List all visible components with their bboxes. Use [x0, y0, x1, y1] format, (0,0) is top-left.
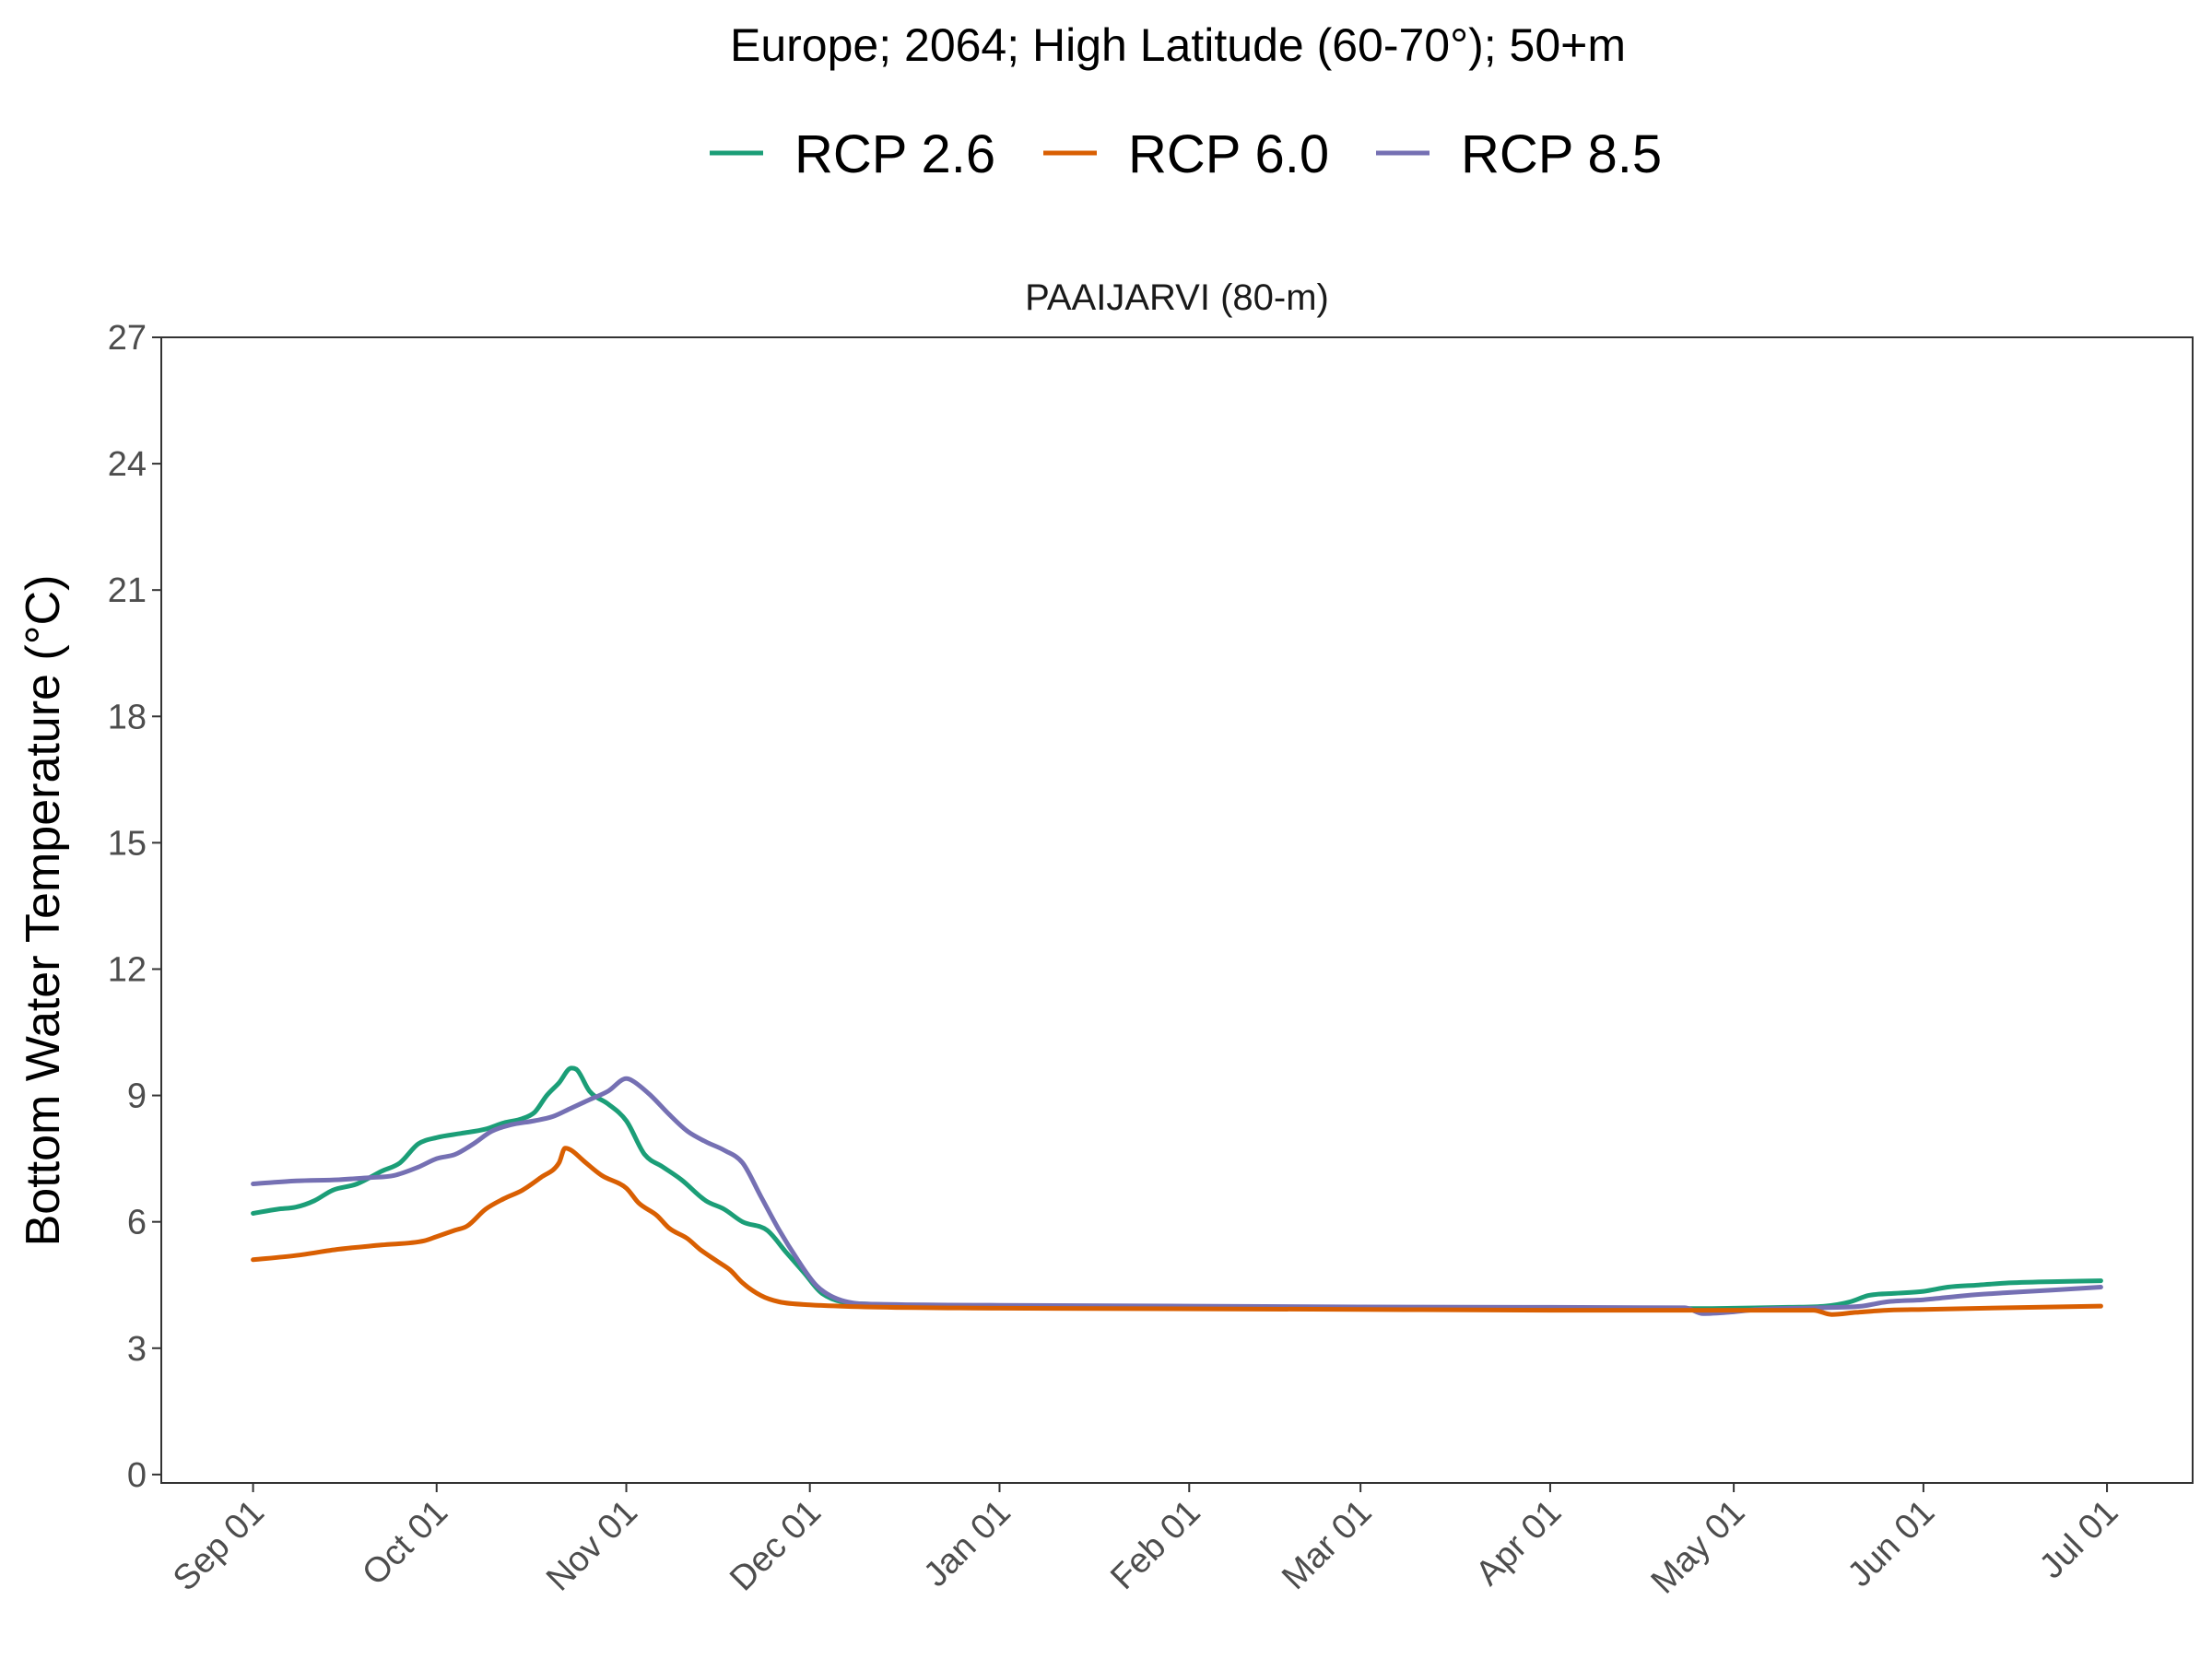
- y-tick-label: 0: [127, 1456, 147, 1495]
- y-tick-label: 18: [108, 698, 147, 736]
- x-tick-label: May 01: [1644, 1493, 1753, 1602]
- series-layer: [251, 1065, 2103, 1317]
- y-tick-label: 24: [108, 445, 147, 484]
- x-tick-label: Jun 01: [1841, 1493, 1942, 1594]
- series-line-rcp-6-0: [251, 1146, 2103, 1317]
- y-tick-label: 6: [127, 1204, 147, 1242]
- y-tick-label: 9: [127, 1077, 147, 1116]
- x-tick-label: Jul 01: [2032, 1493, 2125, 1586]
- x-axis: Sep 01 Oct 01 Nov 01 Dec 01 Jan 01 Feb 01 Mar …: [166, 1483, 2125, 1601]
- x-tick-label: Feb 01: [1103, 1493, 1207, 1597]
- legend-label: RCP 2.6: [794, 124, 995, 184]
- x-tick-label: Jan 01: [916, 1493, 1018, 1594]
- x-tick-label: Dec 01: [723, 1493, 829, 1599]
- y-tick-label: 15: [108, 824, 147, 863]
- legend-label: RCP 6.0: [1128, 124, 1329, 184]
- panel-title: PAAIJARVI (80-m): [1025, 277, 1329, 318]
- y-tick-label: 12: [108, 950, 147, 989]
- chart-title: Europe; 2064; High Latitude (60-70°); 50…: [730, 19, 1626, 71]
- x-tick-label: Apr 01: [1468, 1493, 1569, 1594]
- y-axis-label: Bottom Water Temperature (°C): [17, 575, 70, 1247]
- legend: RCP 2.6 RCP 6.0 RCP 8.5: [710, 124, 1662, 184]
- legend-label: RCP 8.5: [1461, 124, 1662, 184]
- x-tick-label: Mar 01: [1275, 1493, 1379, 1597]
- y-tick-label: 27: [108, 319, 147, 358]
- y-axis: 0 3 6 9 12 15 18 21 24 27: [108, 319, 161, 1495]
- x-tick-label: Nov 01: [539, 1493, 645, 1599]
- y-tick-label: 21: [108, 571, 147, 610]
- x-tick-label: Oct 01: [355, 1493, 455, 1594]
- x-tick-label: Sep 01: [166, 1493, 272, 1599]
- plot-panel: [160, 336, 2194, 1484]
- y-tick-label: 3: [127, 1330, 147, 1369]
